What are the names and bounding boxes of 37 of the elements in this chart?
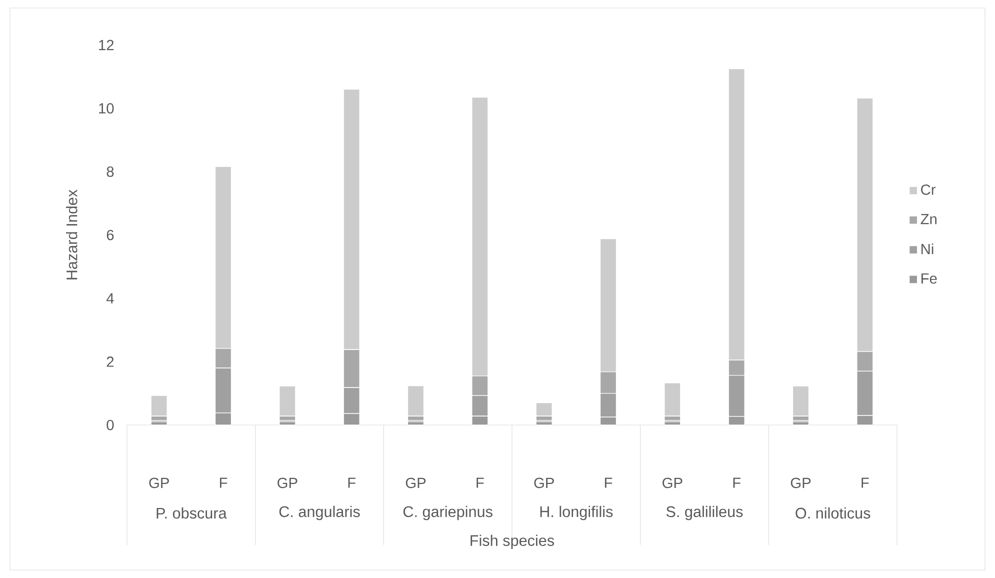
x-tick-label: GP: [534, 478, 554, 488]
y-tick-label: 10: [99, 103, 114, 114]
text: O. niloticus: [796, 507, 870, 519]
x-tick-label: GP: [662, 478, 682, 488]
x-tick-label: F: [604, 478, 612, 488]
x-tick-label: GP: [406, 478, 426, 488]
x-tick-label: F: [348, 478, 356, 488]
x-tick-label: F: [733, 478, 740, 488]
x-tick-label: F: [862, 478, 869, 488]
y-tick-label: 12: [99, 40, 114, 50]
text: S. galilileus: [666, 506, 743, 520]
legend-label: Ni: [922, 243, 934, 254]
bar: [279, 386, 296, 416]
bar: [792, 386, 810, 416]
y-tick-label: 8: [106, 166, 114, 177]
x-tick-label: F: [220, 478, 228, 488]
x-tick-label: GP: [149, 478, 169, 488]
y-tick-label: 2: [106, 356, 114, 367]
y-axis-title: Hazard Index: [66, 190, 78, 280]
y-tick-label: 0: [106, 420, 114, 430]
x-tick-label: GP: [278, 478, 298, 488]
legend-label: Cr: [921, 184, 936, 195]
bar: [536, 402, 552, 416]
bar: [407, 385, 424, 416]
bar: [664, 382, 681, 416]
text: P. obscura: [156, 507, 227, 519]
y-tick-label: 6: [106, 230, 114, 240]
bar: [150, 395, 168, 416]
legend-label: Fe: [922, 273, 937, 284]
text: C. angularis: [279, 506, 360, 520]
x-axis-title: Fish species: [470, 534, 554, 549]
y-tick-label: 4: [106, 293, 114, 304]
x-tick-label: F: [476, 478, 484, 488]
legend-label: Zn: [920, 214, 936, 224]
text: C. gariepinus: [403, 506, 492, 520]
text: H. longifilis: [540, 506, 613, 520]
x-tick-label: GP: [790, 478, 811, 488]
